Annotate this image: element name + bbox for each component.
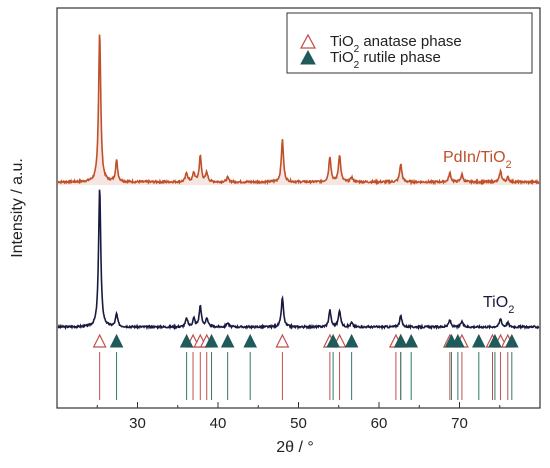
legend-anatase-rest: anatase phase xyxy=(359,33,462,50)
rutile-marker-6 xyxy=(344,333,359,348)
legend-anatase-sub: 2 xyxy=(354,44,360,55)
rutile-marker-0 xyxy=(109,333,124,348)
svg-text:PdIn/TiO2: PdIn/TiO2 xyxy=(443,149,512,171)
series-label-pdin-main: PdIn/TiO xyxy=(443,149,506,166)
rutile-marker-12 xyxy=(488,333,502,348)
reference-lines xyxy=(99,352,513,400)
rutile-marker-2 xyxy=(204,333,219,348)
x-tick-label-3: 60 xyxy=(371,415,388,432)
x-axis: 30 40 50 60 70 xyxy=(96,402,501,432)
rutile-marker-10 xyxy=(451,333,465,348)
legend: TiO2 anatase phase TiO2 rutile phase xyxy=(286,12,533,74)
rutile-marker-3 xyxy=(220,333,235,348)
rutile-marker-4 xyxy=(243,333,258,348)
series-label-tio2-main: TiO xyxy=(483,294,508,311)
series-label-tio2-sub: 2 xyxy=(508,304,514,316)
legend-rutile-rest: rutile phase xyxy=(359,49,441,66)
svg-text:TiO2: TiO2 xyxy=(483,294,514,316)
series-label-pdin-sub: 2 xyxy=(506,159,512,171)
anatase-marker-0 xyxy=(92,333,107,348)
x-tick-label-4: 70 xyxy=(451,415,468,432)
svg-text:TiO2 anatase phase: TiO2 anatase phase xyxy=(330,33,462,55)
rutile-marker-5 xyxy=(326,333,340,348)
series-group xyxy=(57,34,540,331)
legend-rutile-main: TiO xyxy=(330,49,354,66)
anatase-marker-4 xyxy=(275,333,290,348)
rutile-marker-7 xyxy=(393,333,408,348)
y-axis-label: Intensity / a.u. xyxy=(9,158,26,258)
x-tick-label-1: 40 xyxy=(210,415,227,432)
legend-anatase-main: TiO xyxy=(330,33,354,50)
rutile-marker-13 xyxy=(505,333,519,348)
series-0-line xyxy=(57,34,540,186)
series-1-line xyxy=(57,189,540,331)
rutile-marker-1 xyxy=(179,333,194,348)
x-tick-label-0: 30 xyxy=(129,415,146,432)
reference-markers xyxy=(92,333,519,348)
svg-text:TiO2 rutile phase: TiO2 rutile phase xyxy=(330,49,441,71)
x-tick-label-2: 50 xyxy=(290,415,307,432)
legend-anatase-marker xyxy=(299,33,317,49)
legend-rutile-sub: 2 xyxy=(354,60,360,71)
series-label-tio2: TiO2 xyxy=(483,294,514,316)
rutile-marker-11 xyxy=(472,333,486,348)
series-label-pdin-tio2: PdIn/TiO2 xyxy=(443,149,512,171)
x-axis-label: 2θ / ° xyxy=(276,439,314,456)
legend-box xyxy=(286,12,533,74)
rutile-marker-8 xyxy=(404,333,419,348)
legend-rutile-marker xyxy=(300,49,316,65)
